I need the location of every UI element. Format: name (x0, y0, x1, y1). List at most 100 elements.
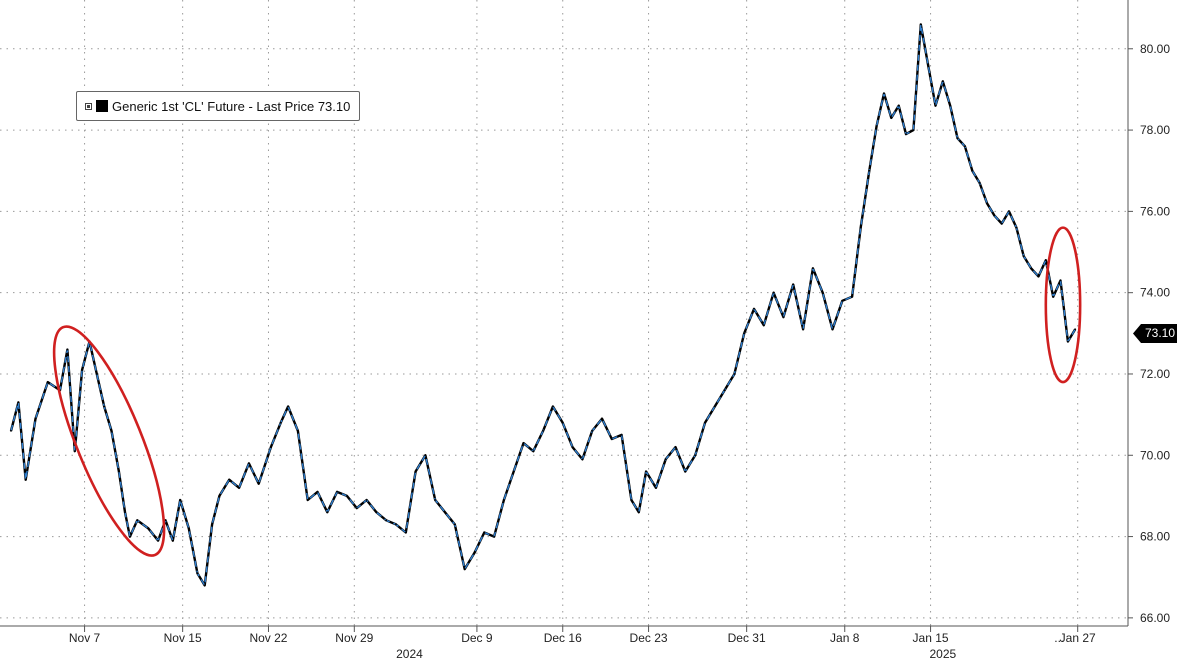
price-point (1015, 226, 1018, 229)
price-point (473, 551, 476, 554)
price-point (147, 527, 150, 530)
price-point (1022, 255, 1025, 257)
price-point (522, 442, 525, 444)
price-point (228, 478, 231, 481)
price-point (463, 568, 466, 570)
price-point (73, 450, 76, 453)
price-point (542, 430, 544, 432)
price-point (912, 129, 915, 132)
annotation-layer (52, 226, 1082, 557)
price-point (905, 133, 907, 136)
price-point (964, 145, 966, 148)
price-point (841, 299, 844, 302)
x-tick-label: Nov 15 (164, 631, 202, 645)
price-point (868, 169, 871, 172)
price-point (655, 486, 657, 489)
price-point (218, 495, 221, 497)
price-point (753, 308, 755, 310)
legend-swatch (96, 100, 108, 112)
price-point (637, 511, 640, 514)
price-point (971, 169, 974, 172)
price-point (684, 470, 687, 473)
legend-toggle-icon[interactable] (85, 102, 92, 110)
price-point (919, 23, 922, 26)
price-point (1030, 267, 1032, 270)
price-point (110, 430, 113, 432)
price-point (831, 328, 834, 331)
price-point (552, 405, 554, 408)
last-price-tag: 73.10 (1133, 324, 1177, 343)
x-gap-marker: ... (1054, 631, 1064, 645)
price-point (986, 202, 988, 205)
y-tick-label: 72.00 (1140, 367, 1170, 381)
price-point (1067, 340, 1069, 343)
price-point (118, 470, 120, 473)
price-point (630, 499, 633, 501)
price-point (713, 405, 716, 408)
price-point (1008, 210, 1010, 213)
price-point (179, 499, 182, 501)
price-point (395, 523, 397, 526)
price-point (385, 519, 388, 522)
price-point (129, 535, 131, 538)
y-tick-label: 80.00 (1140, 42, 1170, 56)
annotation-ellipse (1044, 226, 1082, 384)
price-point (1059, 279, 1062, 282)
price-point (257, 482, 260, 485)
price-point (375, 511, 378, 514)
axis-layer (0, 0, 1133, 632)
x-tick-label: Nov 22 (249, 631, 287, 645)
price-point (733, 373, 736, 375)
legend[interactable]: Generic 1st 'CL' Future - Last Price 73.… (76, 91, 361, 121)
price-point (512, 470, 515, 473)
price-point (1000, 222, 1003, 225)
price-point (355, 507, 358, 509)
price-point (404, 531, 407, 534)
price-point (279, 421, 282, 424)
price-point (762, 324, 765, 327)
price-point (664, 458, 667, 461)
x-tick-label: Dec 23 (630, 631, 668, 645)
price-point (346, 495, 348, 497)
price-point (620, 434, 623, 436)
price-point (743, 332, 746, 335)
price-point (956, 137, 959, 140)
price-point (782, 316, 785, 318)
price-point (532, 450, 535, 453)
price-point (772, 291, 775, 294)
price-point (1037, 275, 1040, 278)
price-point (211, 523, 214, 526)
price-point (694, 454, 697, 457)
price-point (934, 104, 937, 107)
x-tick-label: Nov 7 (69, 631, 101, 645)
price-point (196, 572, 199, 575)
price-point (10, 430, 12, 432)
price-point (414, 470, 417, 473)
x-tick-label: Dec 31 (728, 631, 766, 645)
price-point (949, 104, 952, 107)
price-point (424, 454, 427, 457)
price-point (46, 381, 49, 383)
y-tick-label: 74.00 (1140, 286, 1170, 300)
price-point (17, 401, 20, 404)
y-tick-label: 76.00 (1140, 204, 1170, 218)
legend-label: Generic 1st 'CL' Future - Last Price 73.… (112, 98, 351, 114)
price-point (171, 539, 174, 542)
price-point (561, 421, 564, 424)
price-point (365, 499, 368, 501)
price-point (95, 373, 98, 375)
price-point (124, 511, 126, 514)
year-label: 2024 (396, 647, 423, 661)
price-point (802, 328, 804, 331)
y-tick-label: 68.00 (1140, 530, 1170, 544)
price-point (601, 417, 603, 420)
price-point (821, 291, 824, 294)
price-line-overlay (10, 23, 1076, 587)
price-point (34, 417, 37, 420)
price-point (434, 499, 437, 501)
price-point (978, 182, 981, 184)
price-point (306, 499, 309, 501)
price-point (581, 458, 584, 461)
y-tick-label: 70.00 (1140, 448, 1170, 462)
price-point (103, 405, 106, 408)
